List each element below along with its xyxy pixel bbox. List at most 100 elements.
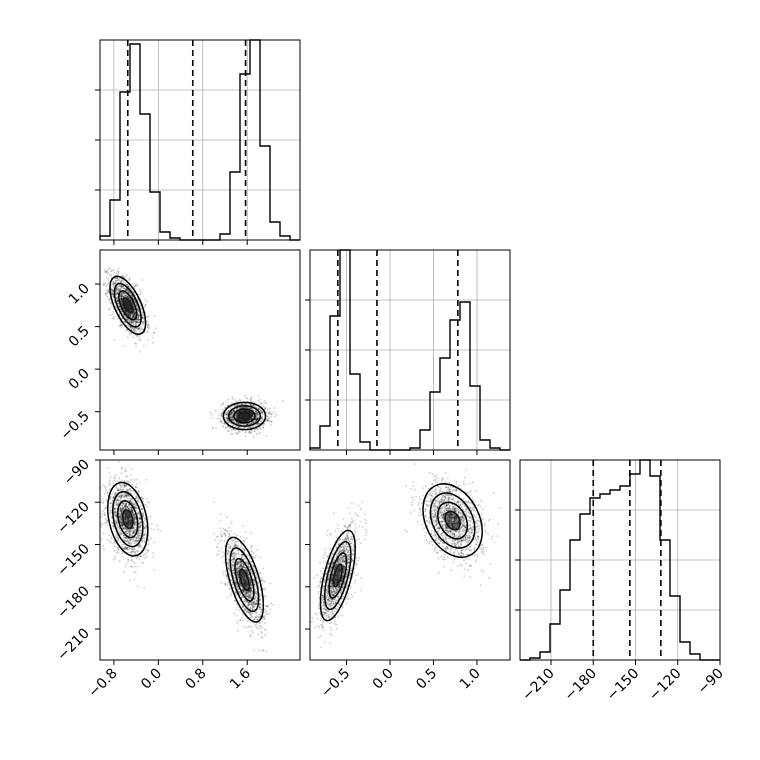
sample-point [131,558,133,561]
sample-point [134,313,137,316]
sample-point [124,506,127,509]
sample-point [135,322,137,325]
sample-point [132,550,135,553]
sample-point [121,317,123,320]
sample-point [245,537,248,540]
sample-point [103,522,106,525]
sample-point [101,498,104,500]
sample-point [233,561,235,563]
sample-point [138,517,141,519]
sample-point [242,406,245,408]
sample-point [263,399,266,402]
sample-point [235,404,238,407]
sample-point [254,401,257,403]
sample-point [132,314,134,316]
sample-point [134,479,136,481]
sample-point [109,540,111,542]
sample-point [124,536,127,539]
sample-point [134,310,137,313]
sample-point [247,597,250,599]
sample-point [103,513,106,516]
sample-point [126,489,128,492]
sample-point [122,534,125,537]
sample-point [237,422,240,425]
sample-point [141,310,144,313]
sample-point [124,546,126,549]
sample-point [120,533,123,535]
sample-point [275,413,278,416]
sample-point [226,420,229,422]
sample-point [232,409,235,412]
sample-point [137,328,140,331]
sample-point [118,513,121,516]
sample-point [105,276,108,279]
sample-point [242,566,245,568]
sample-point [127,531,130,534]
sample-point [129,538,132,541]
sample-point [116,270,119,272]
sample-point [226,561,229,564]
sample-point [215,553,218,556]
sample-point [130,320,133,323]
sample-point [141,313,144,316]
sample-point [256,422,259,425]
sample-point [119,288,122,291]
sample-point [123,493,126,496]
sample-point [255,412,258,414]
sample-point [118,515,121,517]
sample-point [257,395,260,397]
sample-point [138,312,141,315]
sample-point [119,295,122,298]
sample-point [218,540,221,543]
sample-point [122,507,124,509]
sample-point [136,539,139,542]
sample-point [224,529,227,532]
sample-point [102,545,105,548]
sample-point [132,531,135,533]
sample-point [225,575,228,578]
sample-point [114,289,117,292]
sample-point [145,303,147,306]
sample-point [126,313,129,316]
sample-point [257,615,260,618]
sample-point [137,316,139,318]
sample-point [131,317,134,319]
sample-point [132,511,135,514]
sample-point [229,414,232,417]
sample-point [233,409,236,412]
sample-point [232,552,235,555]
sample-point [123,548,126,551]
sample-point [133,492,136,495]
sample-point [112,558,115,561]
sample-point [133,299,136,301]
sample-point [112,269,114,272]
sample-point [221,422,224,424]
sample-point [119,516,121,519]
sample-point [242,554,244,556]
sample-point [248,407,251,410]
sample-point [121,275,124,277]
sample-point [144,530,147,532]
sample-point [123,314,126,317]
sample-point [140,555,142,557]
sample-point [114,492,117,495]
panel-frame [99,249,301,451]
sample-point [126,506,129,509]
sample-point [235,417,238,420]
sample-point [260,636,263,639]
sample-point [137,511,140,513]
sample-point [231,401,234,404]
sample-point [116,291,118,294]
sample-point [126,336,129,339]
sample-point [117,279,119,282]
sample-point [136,334,139,337]
sample-point [127,497,129,500]
sample-point [121,293,123,296]
sample-point [255,612,258,615]
sample-point [120,472,123,475]
sample-point [142,536,145,539]
density-bin [127,516,136,525]
sample-point [115,277,117,280]
sample-point [120,533,122,536]
sample-point [236,549,239,552]
